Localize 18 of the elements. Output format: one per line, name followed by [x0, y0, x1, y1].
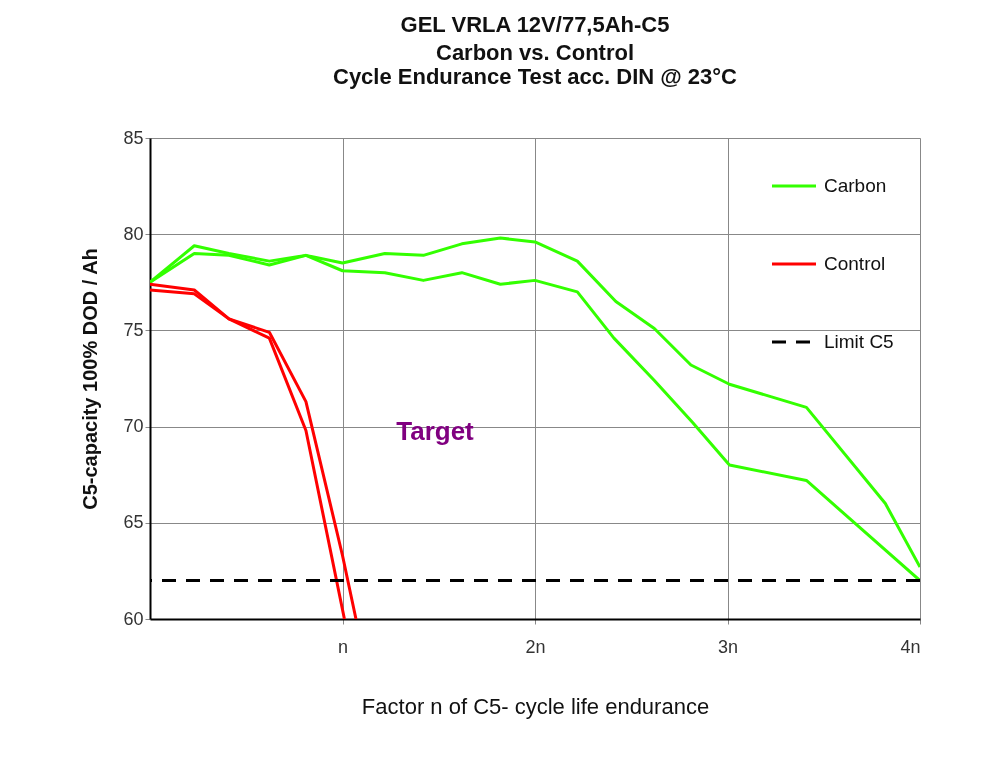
y-tick-label: 65: [123, 512, 144, 533]
chart-title: GEL VRLA 12V/77,5Ah-C5: [400, 12, 670, 37]
x-axis-title: Factor n of C5- cycle life endurance: [361, 693, 710, 719]
y-tick-label: 85: [123, 127, 144, 148]
x-tick-label: 3n: [717, 636, 739, 657]
y-tick-label: 70: [123, 416, 144, 437]
chart-subtitle: Carbon vs. Control Cycle Endurance Test acc. DIN @ 23°C: [333, 40, 738, 89]
x-tick-label: n: [337, 636, 349, 657]
y-axis-title: C5-capacity 100% DOD / Ah: [79, 248, 102, 510]
y-tick-label: 80: [123, 223, 144, 244]
y-tick-label: 60: [123, 608, 144, 629]
legend-label: Limit C5: [824, 331, 894, 352]
y-tick-label: 75: [123, 319, 144, 340]
x-tick-label: 4n: [900, 636, 921, 657]
x-tick-label: 2n: [525, 636, 546, 657]
annotation: Target: [396, 416, 475, 446]
legend-label: Carbon: [824, 175, 887, 196]
legend-label: Control: [824, 253, 886, 274]
